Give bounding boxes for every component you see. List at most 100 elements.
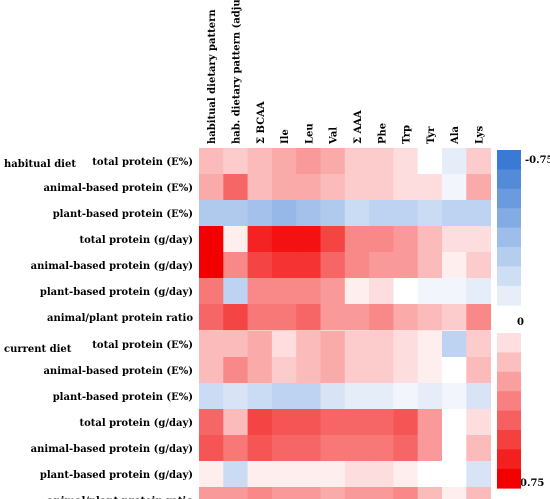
heatmap-cell: [247, 331, 273, 358]
heatmap-cell: [223, 435, 248, 462]
row-label-total-protein-e: total protein (E%): [92, 157, 193, 168]
heatmap-cell: [442, 331, 467, 358]
heatmap-cell: [442, 357, 467, 384]
heatmap-cell: [417, 435, 443, 462]
column-label-ile: Ile: [280, 129, 291, 144]
heatmap-cell: [466, 304, 491, 331]
column-label-ala: Ala: [450, 125, 461, 145]
heatmap-cell: [393, 304, 419, 331]
heatmap-cell: [271, 331, 297, 358]
heatmap-cell: [320, 461, 346, 488]
heatmap-cell: [369, 409, 394, 436]
heatmap-cell: [442, 174, 467, 201]
heatmap-cell: [393, 252, 419, 279]
row-label-animal-based-protein-e: animal-based protein (E%): [43, 366, 193, 377]
row-label-total-protein-g-day: total protein (g/day): [79, 418, 193, 429]
heatmap-cell: [466, 148, 491, 175]
column-labels: habitual dietary pattern hab. dietary pat…: [207, 0, 485, 145]
section-label-habitual-diet: habitual diet: [4, 159, 76, 170]
heatmap-cell: [466, 357, 491, 384]
heatmap-cell: [466, 409, 491, 436]
heatmap-cell: [369, 357, 394, 384]
heatmap-cell: [442, 487, 467, 499]
column-label-trp: Trp: [402, 125, 413, 144]
heatmap-cell: [296, 487, 321, 499]
colorbar-swatch: [497, 430, 521, 450]
heatmap-cell: [271, 435, 297, 462]
heatmap-cell: [223, 252, 248, 279]
heatmap-cell: [296, 435, 321, 462]
heatmap-cell: [369, 383, 394, 410]
heatmap-cell: [271, 200, 297, 227]
row-label-plant-based-protein-g-day: plant-based protein (g/day): [40, 470, 193, 481]
heatmap-cell: [247, 174, 273, 201]
colorbar-bottom-label: 0.75: [520, 478, 544, 489]
heatmap-cell: [320, 487, 346, 499]
heatmap-cell: [369, 226, 394, 253]
colorbar-swatch: [497, 333, 521, 353]
column-label-val: Val: [329, 127, 340, 145]
heatmap-cell: [344, 252, 370, 279]
heatmap-cell: [296, 174, 321, 201]
heatmap-cell: [271, 278, 297, 305]
column-label-phe: Phe: [377, 123, 388, 144]
heatmap-cell: [393, 409, 419, 436]
heatmap-cell: [199, 200, 224, 227]
heatmap-cell: [369, 200, 394, 227]
heatmap-cell: [247, 383, 273, 410]
column-label-bcaa: Σ BCAA: [256, 101, 267, 144]
heatmap-cell: [466, 174, 491, 201]
heatmap-cell: [320, 148, 346, 175]
heatmap-cell: [417, 487, 443, 499]
heatmap-cell: [199, 383, 224, 410]
heatmap-cell: [369, 435, 394, 462]
heatmap-cell: [271, 487, 297, 499]
heatmap-cell: [199, 435, 224, 462]
heatmap-cell: [369, 148, 394, 175]
heatmap-cell: [223, 357, 248, 384]
heatmap-cell: [320, 409, 346, 436]
heatmap-cell: [369, 304, 394, 331]
heatmap-cell: [344, 383, 370, 410]
heatmap-cell: [344, 226, 370, 253]
heatmap-cell: [320, 174, 346, 201]
heatmap-cell: [369, 252, 394, 279]
row-label-plant-based-protein-g-day: plant-based protein (g/day): [40, 287, 193, 298]
heatmap-cell: [271, 304, 297, 331]
heatmap-cell: [199, 226, 224, 253]
heatmap-cell: [442, 304, 467, 331]
row-label-animal-based-protein-g-day: animal-based protein (g/day): [31, 261, 193, 272]
heatmap-cell: [393, 461, 419, 488]
heatmap-cell: [442, 252, 467, 279]
heatmap-cell: [442, 226, 467, 253]
heatmap-cell: [223, 148, 248, 175]
heatmap-cell: [247, 200, 273, 227]
heatmap-cell: [466, 252, 491, 279]
heatmap-cell: [393, 278, 419, 305]
colorbar-swatch: [497, 410, 521, 431]
heatmap-cell: [417, 252, 443, 279]
heatmap-cell: [344, 487, 370, 499]
heatmap-cell: [247, 278, 273, 305]
heatmap-cell: [223, 331, 248, 358]
heatmap-cell: [417, 278, 443, 305]
heatmap-cell: [393, 200, 419, 227]
heatmap-cell: [199, 357, 224, 384]
colorbar-swatch: [497, 371, 521, 392]
heatmap-cell: [199, 174, 224, 201]
heatmap-cell: [344, 409, 370, 436]
heatmap-cell: [320, 383, 346, 410]
heatmap-cell: [466, 278, 491, 305]
colorbar-swatch: [497, 352, 521, 373]
heatmap-cell: [271, 357, 297, 384]
heatmap-cell: [369, 461, 394, 488]
heatmap-cell: [369, 174, 394, 201]
heatmap-cell: [247, 461, 273, 488]
heatmap-cell: [344, 200, 370, 227]
heatmap-cell: [417, 383, 443, 410]
heatmap-cell: [296, 304, 321, 331]
heatmap-cell: [223, 304, 248, 331]
heatmap-cell: [393, 148, 419, 175]
heatmap-cell: [466, 331, 491, 358]
